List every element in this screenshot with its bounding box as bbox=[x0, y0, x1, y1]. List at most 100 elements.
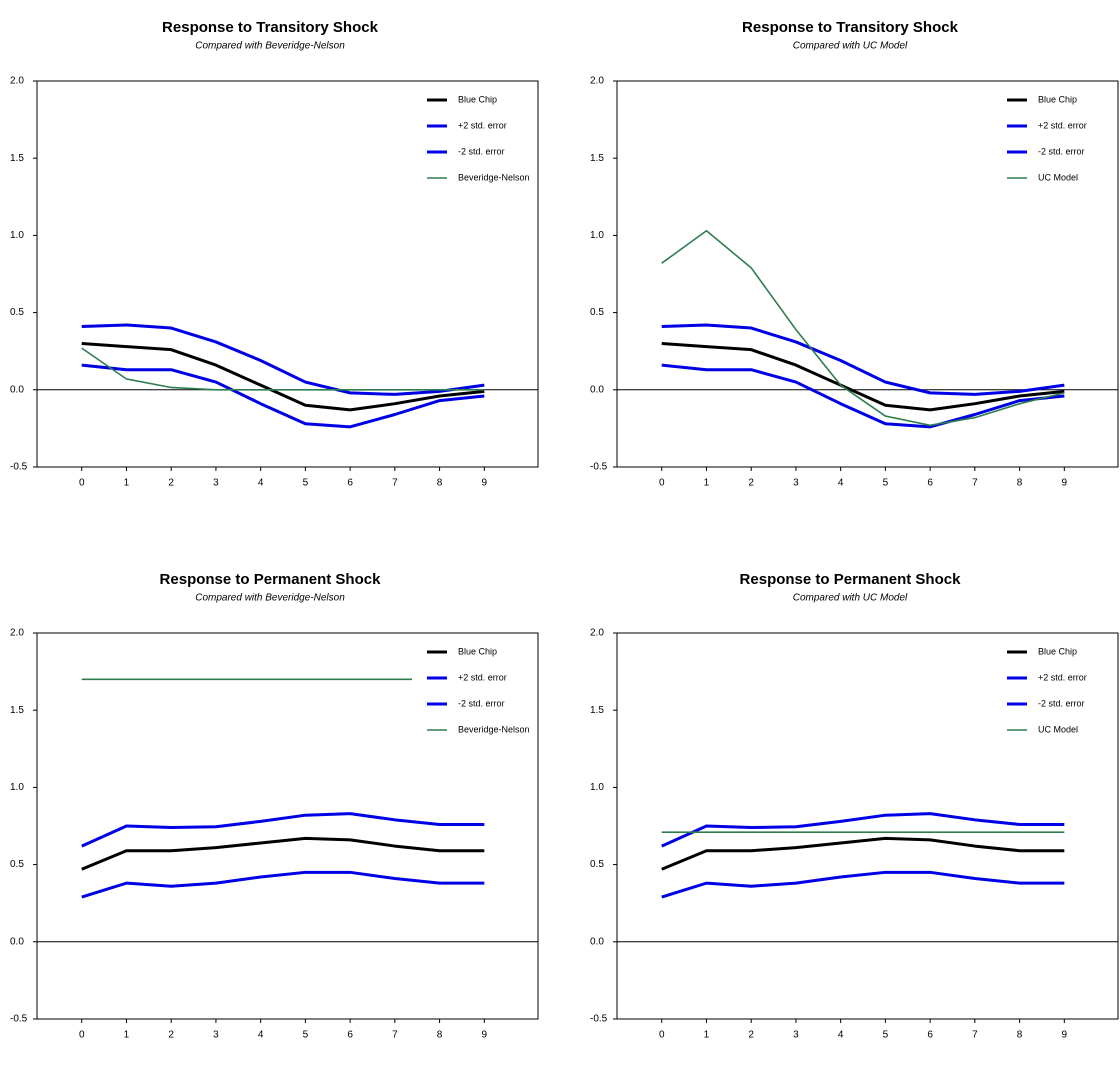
y-tick-label: 1.0 bbox=[590, 230, 604, 241]
x-tick-label: 2 bbox=[168, 478, 174, 489]
y-tick-label: 2.0 bbox=[590, 628, 604, 639]
legend-label: Blue Chip bbox=[458, 94, 497, 104]
legend-label: -2 std. error bbox=[458, 698, 505, 708]
legend-label: Beveridge-Nelson bbox=[458, 724, 530, 734]
y-tick-label: 1.5 bbox=[590, 705, 604, 716]
series-line bbox=[661, 870, 1065, 899]
x-tick-label: 9 bbox=[1062, 478, 1068, 489]
legend-label: -2 std. error bbox=[1038, 698, 1085, 708]
legend-label: UC Model bbox=[1038, 724, 1078, 734]
y-tick-label: 1.0 bbox=[590, 782, 604, 793]
x-tick-label: 0 bbox=[659, 1030, 665, 1041]
x-tick-label: 8 bbox=[1017, 478, 1023, 489]
series-line bbox=[661, 836, 1065, 871]
chart-subtitle: Compared with UC Model bbox=[793, 593, 908, 604]
plot-frame bbox=[616, 632, 1119, 1020]
series-line bbox=[661, 229, 1065, 427]
y-tick-label: 0.0 bbox=[10, 384, 24, 395]
chart-title: Response to Permanent Shock bbox=[740, 571, 962, 588]
y-tick-label: 1.0 bbox=[10, 230, 24, 241]
x-tick-label: 9 bbox=[1062, 1030, 1068, 1041]
series-line bbox=[81, 870, 485, 899]
x-tick-label: 8 bbox=[437, 1030, 443, 1041]
y-tick-label: 1.0 bbox=[10, 782, 24, 793]
x-tick-label: 7 bbox=[392, 478, 398, 489]
x-tick-label: 1 bbox=[704, 478, 710, 489]
x-tick-label: 7 bbox=[972, 478, 978, 489]
y-tick-label: 0.5 bbox=[10, 307, 24, 318]
y-tick-label: 2.0 bbox=[10, 76, 24, 87]
y-tick-label: -0.5 bbox=[590, 462, 608, 473]
chart-subtitle: Compared with UC Model bbox=[793, 41, 908, 52]
legend-label: Blue Chip bbox=[1038, 646, 1077, 656]
legend-label: -2 std. error bbox=[458, 146, 505, 156]
y-tick-label: -0.5 bbox=[590, 1014, 608, 1025]
x-tick-label: 5 bbox=[883, 1030, 889, 1041]
x-tick-label: 8 bbox=[1017, 1030, 1023, 1041]
x-tick-label: 1 bbox=[124, 1030, 130, 1041]
series-line bbox=[81, 347, 485, 391]
series-line bbox=[661, 363, 1065, 429]
x-tick-label: 5 bbox=[303, 1030, 309, 1041]
plot-frame bbox=[36, 632, 539, 1020]
plot-frame bbox=[616, 80, 1119, 468]
x-tick-label: 2 bbox=[748, 478, 754, 489]
y-tick-label: 1.5 bbox=[10, 705, 24, 716]
x-tick-label: 6 bbox=[927, 478, 933, 489]
x-tick-label: 6 bbox=[347, 478, 353, 489]
x-tick-label: 7 bbox=[392, 1030, 398, 1041]
legend-label: +2 std. error bbox=[458, 120, 507, 130]
y-tick-label: 1.5 bbox=[590, 153, 604, 164]
chart-title: Response to Transitory Shock bbox=[162, 19, 379, 36]
y-tick-label: 0.0 bbox=[10, 936, 24, 947]
legend-label: +2 std. error bbox=[1038, 120, 1087, 130]
x-tick-label: 3 bbox=[793, 1030, 799, 1041]
legend-label: +2 std. error bbox=[458, 672, 507, 682]
y-tick-label: 2.0 bbox=[10, 628, 24, 639]
chart-subtitle: Compared with Beveridge-Nelson bbox=[195, 593, 345, 604]
legend-box bbox=[412, 87, 537, 191]
x-tick-label: 0 bbox=[79, 1030, 85, 1041]
series-line bbox=[81, 812, 485, 848]
y-tick-label: 0.0 bbox=[590, 384, 604, 395]
x-tick-label: 0 bbox=[79, 478, 85, 489]
x-tick-label: 5 bbox=[883, 478, 889, 489]
chart-title: Response to Transitory Shock bbox=[742, 19, 959, 36]
x-tick-label: 0 bbox=[659, 478, 665, 489]
plot-frame bbox=[36, 80, 539, 468]
legend-box bbox=[992, 87, 1117, 191]
legend-label: Blue Chip bbox=[1038, 94, 1077, 104]
x-tick-label: 6 bbox=[927, 1030, 933, 1041]
x-tick-label: 4 bbox=[258, 1030, 264, 1041]
x-tick-label: 4 bbox=[838, 478, 844, 489]
x-tick-label: 1 bbox=[124, 478, 130, 489]
y-tick-label: -0.5 bbox=[10, 1014, 28, 1025]
series-line bbox=[661, 323, 1065, 396]
x-tick-label: 1 bbox=[704, 1030, 710, 1041]
legend-label: UC Model bbox=[1038, 172, 1078, 182]
x-tick-label: 8 bbox=[437, 478, 443, 489]
series-line bbox=[661, 812, 1065, 848]
series-line bbox=[81, 323, 485, 396]
y-tick-label: 0.5 bbox=[10, 859, 24, 870]
x-tick-label: 3 bbox=[213, 478, 219, 489]
legend-label: -2 std. error bbox=[1038, 146, 1085, 156]
x-tick-label: 9 bbox=[482, 1030, 488, 1041]
y-tick-label: -0.5 bbox=[10, 462, 28, 473]
x-tick-label: 5 bbox=[303, 478, 309, 489]
legend-box bbox=[412, 639, 537, 743]
x-tick-label: 6 bbox=[347, 1030, 353, 1041]
series-line bbox=[81, 341, 485, 412]
legend-box bbox=[992, 639, 1117, 743]
series-line bbox=[661, 341, 1065, 412]
chart-subtitle: Compared with Beveridge-Nelson bbox=[195, 41, 345, 52]
legend-label: +2 std. error bbox=[1038, 672, 1087, 682]
legend-label: Blue Chip bbox=[458, 646, 497, 656]
x-tick-label: 4 bbox=[838, 1030, 844, 1041]
x-tick-label: 9 bbox=[482, 478, 488, 489]
legend-label: Beveridge-Nelson bbox=[458, 172, 530, 182]
y-tick-label: 0.5 bbox=[590, 859, 604, 870]
y-tick-label: 0.5 bbox=[590, 307, 604, 318]
chart-title: Response to Permanent Shock bbox=[160, 571, 382, 588]
